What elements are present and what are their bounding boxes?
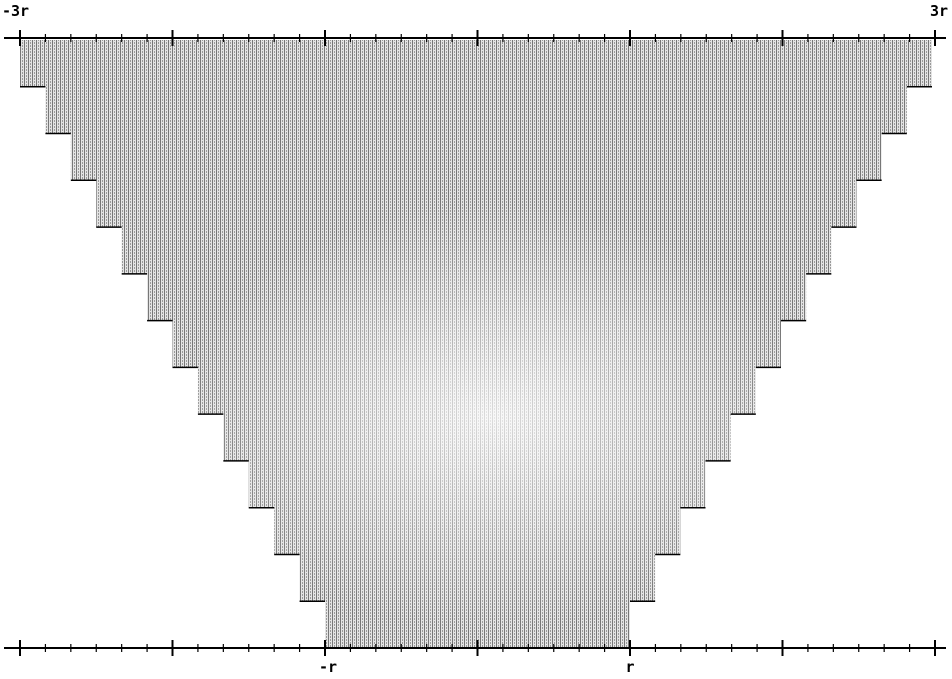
triangle-glow bbox=[20, 40, 932, 648]
label-bottom-left: -r bbox=[319, 658, 337, 676]
figure: -3r 3r -r r bbox=[0, 0, 952, 679]
triangle-plot bbox=[20, 40, 932, 648]
label-bottom-right: r bbox=[625, 658, 634, 676]
label-top-left: -3r bbox=[2, 2, 29, 20]
page: -3r 3r -r r (() => { const data = JSON.p… bbox=[0, 0, 952, 679]
label-top-right: 3r bbox=[930, 2, 948, 20]
